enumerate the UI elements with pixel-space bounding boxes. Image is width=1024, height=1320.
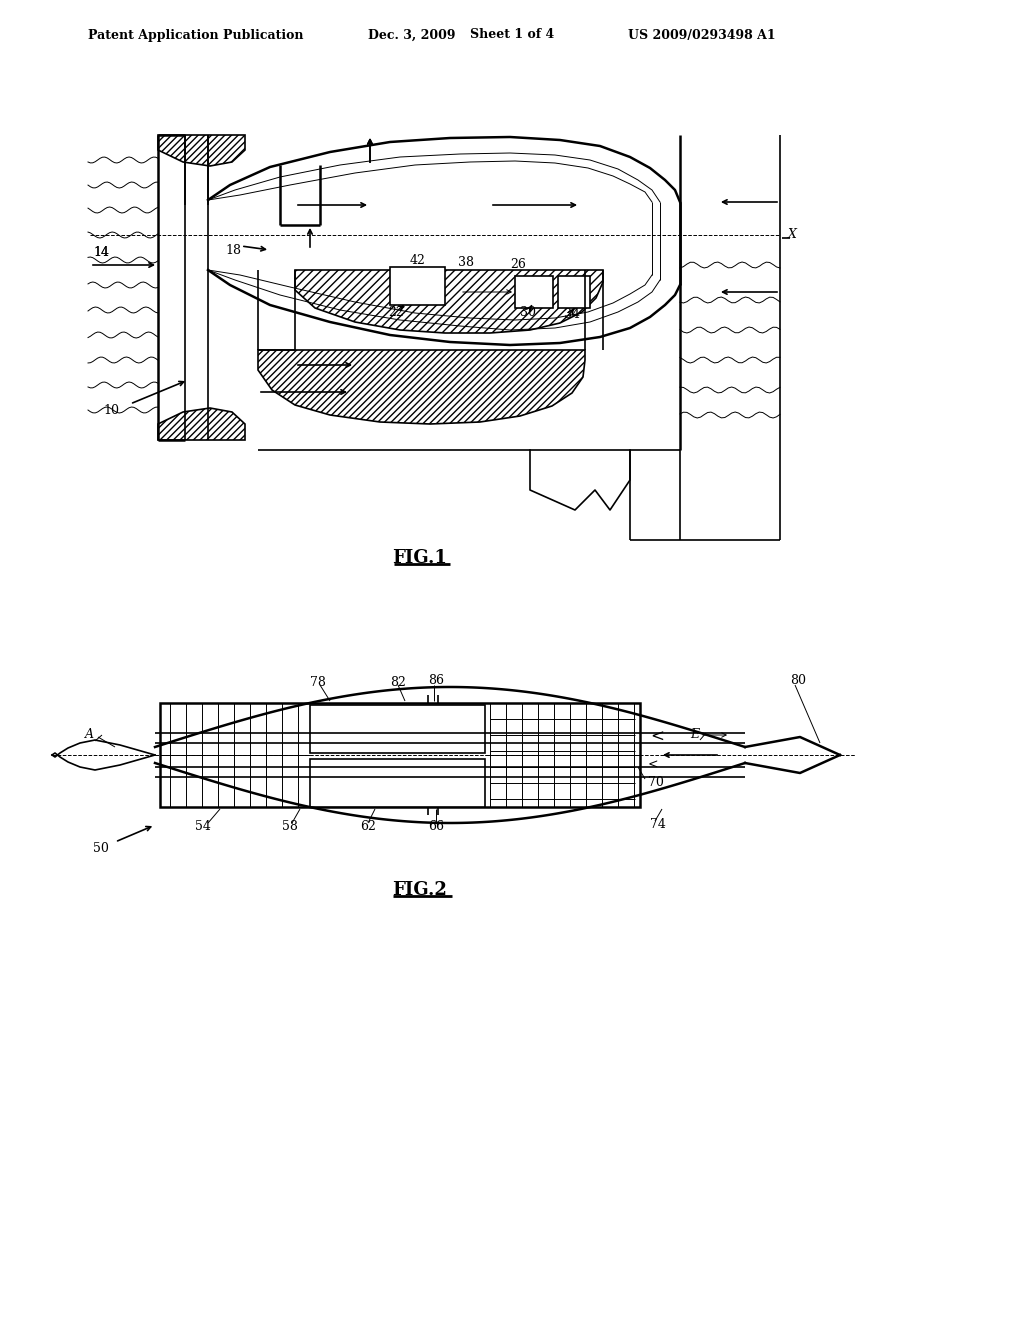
Text: 38: 38 bbox=[458, 256, 474, 268]
Text: 10: 10 bbox=[103, 404, 119, 417]
Text: US 2009/0293498 A1: US 2009/0293498 A1 bbox=[628, 29, 775, 41]
Text: 62: 62 bbox=[360, 821, 376, 833]
Text: 18: 18 bbox=[225, 243, 241, 256]
Text: 14: 14 bbox=[93, 246, 109, 259]
Bar bbox=[310, 759, 485, 807]
Text: <: < bbox=[650, 729, 664, 746]
Text: 66: 66 bbox=[428, 821, 444, 833]
Text: 22: 22 bbox=[388, 305, 403, 318]
Text: 26: 26 bbox=[510, 259, 526, 272]
Text: 54: 54 bbox=[195, 821, 211, 833]
Polygon shape bbox=[295, 271, 603, 333]
Text: 70: 70 bbox=[648, 776, 664, 789]
Text: X: X bbox=[788, 228, 797, 242]
Text: FIG.2: FIG.2 bbox=[392, 880, 447, 899]
Text: <: < bbox=[648, 759, 658, 771]
Polygon shape bbox=[258, 350, 585, 424]
Text: FIG.1: FIG.1 bbox=[392, 549, 447, 568]
Text: 78: 78 bbox=[310, 676, 326, 689]
Text: 42: 42 bbox=[410, 253, 426, 267]
Text: 86: 86 bbox=[428, 675, 444, 688]
Text: 50: 50 bbox=[93, 842, 109, 855]
Text: 30: 30 bbox=[520, 305, 536, 318]
Text: 34: 34 bbox=[564, 309, 580, 322]
Text: 80: 80 bbox=[790, 675, 806, 688]
Text: 14: 14 bbox=[93, 246, 109, 259]
Text: Patent Application Publication: Patent Application Publication bbox=[88, 29, 303, 41]
Text: Sheet 1 of 4: Sheet 1 of 4 bbox=[470, 29, 554, 41]
Bar bbox=[515, 276, 553, 308]
Bar bbox=[310, 705, 485, 752]
Text: 74: 74 bbox=[650, 818, 666, 832]
Polygon shape bbox=[158, 135, 245, 166]
Text: Dec. 3, 2009: Dec. 3, 2009 bbox=[368, 29, 456, 41]
Text: A: A bbox=[85, 729, 94, 742]
Bar bbox=[160, 704, 640, 807]
Text: 82: 82 bbox=[390, 676, 406, 689]
Bar bbox=[558, 276, 590, 308]
Text: 58: 58 bbox=[282, 821, 298, 833]
Bar bbox=[390, 267, 445, 305]
Text: E: E bbox=[690, 729, 699, 742]
Polygon shape bbox=[158, 408, 245, 440]
